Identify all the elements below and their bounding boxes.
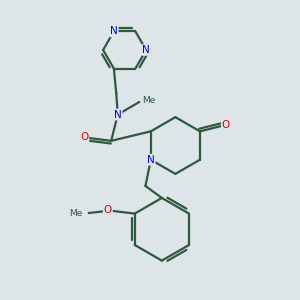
Text: N: N — [110, 26, 118, 36]
Text: Me: Me — [69, 208, 83, 217]
Text: N: N — [114, 110, 122, 120]
Text: O: O — [222, 120, 230, 130]
Text: N: N — [147, 155, 155, 165]
Text: Me: Me — [142, 96, 156, 105]
Text: N: N — [142, 45, 150, 55]
Text: O: O — [104, 205, 112, 215]
Text: O: O — [80, 132, 88, 142]
